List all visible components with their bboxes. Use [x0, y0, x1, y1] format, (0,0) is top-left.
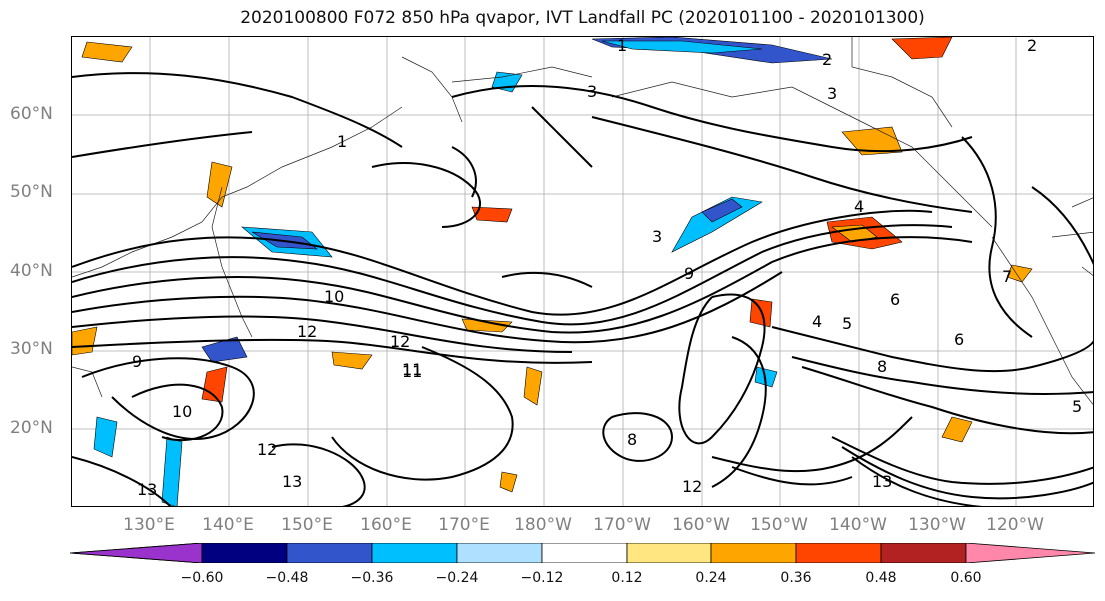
colorbar-segment: [286, 543, 373, 563]
contour-label: 7: [1002, 267, 1012, 286]
lon-label-170e: 170°E: [438, 515, 490, 535]
map-title: 2020100800 F072 850 hPa qvapor, IVT Land…: [240, 8, 925, 28]
contour-label: 3: [587, 82, 597, 101]
contour-label: 2: [822, 50, 832, 69]
lat-label-20n: 20°N: [10, 418, 53, 438]
contour-label: 10: [172, 402, 192, 421]
lon-label-170w: 170°W: [593, 515, 651, 535]
contour-label: 12: [297, 322, 317, 341]
colorbar-segments: [70, 543, 1096, 563]
contour-label: 13: [872, 472, 892, 491]
contour-label: 13: [282, 472, 302, 491]
lon-label-130w: 130°W: [908, 515, 966, 535]
contour-label: 4: [812, 312, 822, 331]
lon-label-140e: 140°E: [202, 515, 254, 535]
contour-label: 11: [402, 360, 422, 379]
lat-label-40n: 40°N: [10, 261, 53, 281]
colorbar-tick-label: 0.36: [780, 570, 812, 586]
contour-label: 11: [402, 362, 422, 381]
colorbar-tick-label: −0.48: [265, 570, 309, 586]
contour-label: 5: [842, 314, 852, 333]
lat-label-60n: 60°N: [10, 104, 53, 124]
colorbar-segment: [626, 543, 712, 563]
lon-label-120w: 120°W: [986, 515, 1044, 535]
colorbar-tick-label: −0.36: [350, 570, 394, 586]
contour-label: 2: [1027, 37, 1037, 55]
contour-label: 12: [390, 332, 410, 351]
lon-label-160e: 160°E: [360, 515, 412, 535]
lat-label-50n: 50°N: [10, 182, 53, 202]
contour-label: 8: [627, 430, 637, 449]
contour-label: 4: [854, 197, 864, 216]
contour-label: 6: [954, 330, 964, 349]
colorbar-tick-label: −0.12: [520, 570, 564, 586]
colorbar-tick-label: −0.24: [435, 570, 479, 586]
lon-label-150e: 150°E: [281, 515, 333, 535]
colorbar-tick-label: 0.12: [611, 570, 643, 586]
coastline-outline: [72, 37, 1093, 405]
lat-label-30n: 30°N: [10, 339, 53, 359]
map-canvas: 1 2 3 3 4 5 6 6 8 9 10 11 12 12 13 13 12…: [72, 37, 1093, 506]
contour-label: 9: [684, 264, 694, 283]
qvapor-shading: [72, 37, 1033, 506]
colorbar-tick-label: 0.24: [695, 570, 727, 586]
contour-label: 10: [324, 287, 344, 306]
contour-label: 5: [1072, 397, 1082, 416]
contour-label: 12: [257, 440, 277, 459]
ivt-contours: [72, 72, 1093, 506]
contour-label: 8: [877, 357, 887, 376]
colorbar: [70, 543, 1096, 563]
lon-label-180w: 180°W: [514, 515, 572, 535]
contour-label: 6: [890, 290, 900, 309]
colorbar-tick-label: −0.60: [180, 570, 224, 586]
colorbar-tick-label: 0.48: [865, 570, 897, 586]
colorbar-segment: [201, 543, 288, 563]
colorbar-segment: [965, 543, 1096, 563]
lon-label-160w: 160°W: [672, 515, 730, 535]
lon-label-150w: 150°W: [750, 515, 808, 535]
contour-label: 13: [137, 480, 157, 499]
colorbar-segment: [371, 543, 458, 563]
contour-labels: 1 2 3 3 4 5 6 6 8 9 10 11 12 12 13 13 12…: [132, 37, 1082, 499]
colorbar-segment: [456, 543, 543, 563]
lon-label-130e: 130°E: [123, 515, 175, 535]
colorbar-segment: [70, 543, 203, 563]
contour-label: 1: [617, 37, 627, 55]
colorbar-tick-label: 0.60: [950, 570, 982, 586]
map-panel: 1 2 3 3 4 5 6 6 8 9 10 11 12 12 13 13 12…: [71, 36, 1094, 507]
contour-label: 1: [337, 132, 347, 151]
graticule-lines: [72, 37, 1093, 506]
contour-label: 12: [682, 477, 702, 496]
contour-label: 9: [132, 352, 142, 371]
contour-label: 3: [827, 84, 837, 103]
lon-label-140w: 140°W: [829, 515, 887, 535]
colorbar-segment: [541, 543, 628, 563]
colorbar-segment: [795, 543, 882, 563]
colorbar-segment: [880, 543, 967, 563]
contour-label: 3: [652, 227, 662, 246]
colorbar-segment: [710, 543, 797, 563]
